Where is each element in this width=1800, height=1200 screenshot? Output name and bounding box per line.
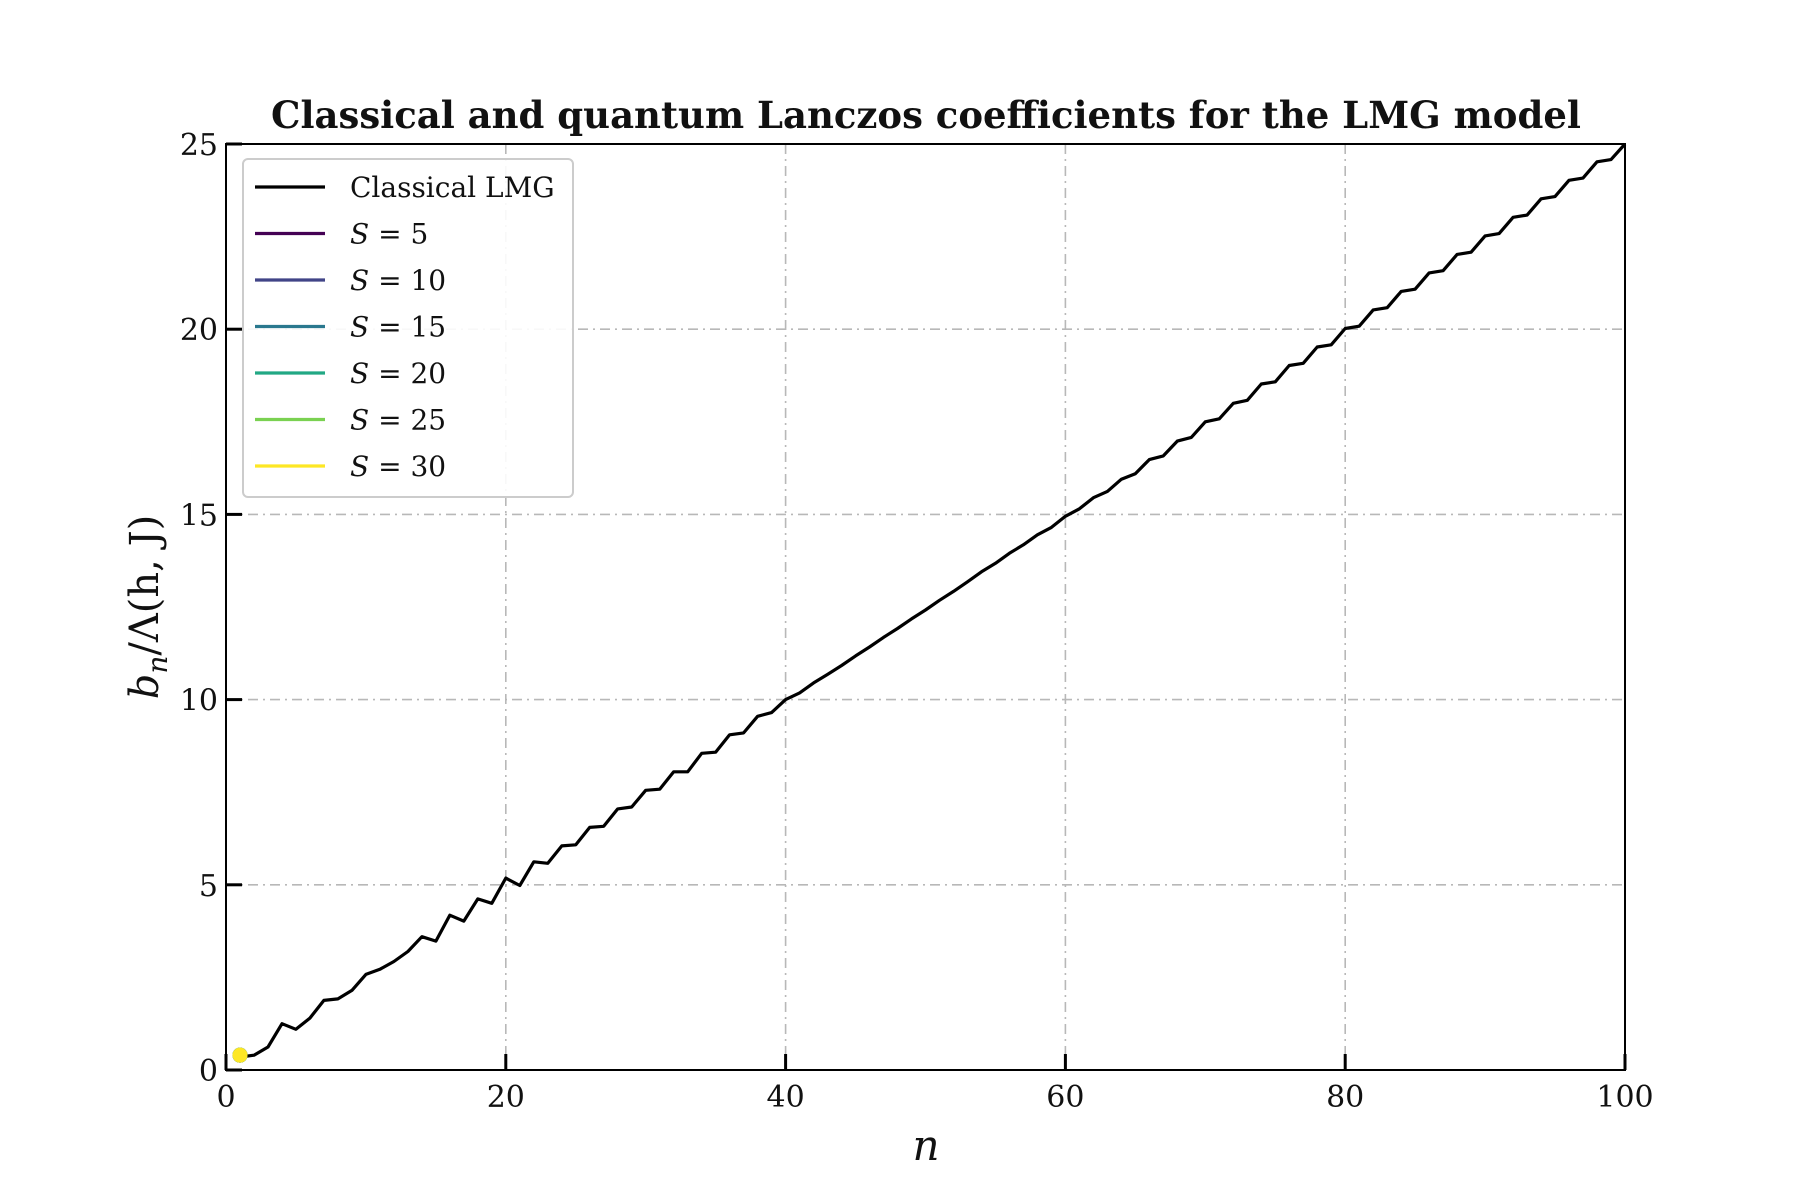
y-axis-label-group: bn/Λ(h, J) bbox=[122, 515, 174, 699]
y-axis-ticks: 0 5 10 15 20 25 bbox=[180, 128, 242, 1089]
legend-label-3: S = 15 bbox=[350, 311, 446, 344]
x-axis-label-group: n bbox=[912, 1121, 939, 1170]
legend-label-1: S = 5 bbox=[350, 218, 428, 251]
x-tick-label: 40 bbox=[767, 1080, 805, 1115]
series-line-0 bbox=[239, 142, 1627, 1059]
legend-items: Classical LMG S = 5 S = 10 S = 15 S = 20 S = … bbox=[255, 171, 555, 483]
y-axis-label: bn/Λ(h, J) bbox=[122, 515, 174, 699]
x-axis-label: n bbox=[912, 1121, 939, 1170]
y-tick-label: 5 bbox=[199, 869, 218, 904]
legend-label-6: S = 30 bbox=[350, 450, 446, 483]
legend-box bbox=[242, 158, 574, 498]
legend-label-0: Classical LMG bbox=[350, 171, 555, 204]
x-tick-label: 20 bbox=[487, 1080, 525, 1115]
chart-title: Classical and quantum Lanczos coefficien… bbox=[271, 93, 1581, 137]
x-tick-label: 0 bbox=[216, 1080, 235, 1115]
y-tick-label: 10 bbox=[180, 684, 218, 719]
data-series bbox=[232, 142, 1627, 1063]
x-tick-label: 80 bbox=[1326, 1080, 1364, 1115]
x-tick-label: 100 bbox=[1596, 1080, 1653, 1115]
x-tick-label: 60 bbox=[1046, 1080, 1084, 1115]
y-tick-label: 20 bbox=[180, 313, 218, 348]
y-tick-label: 25 bbox=[180, 128, 218, 163]
legend-label-2: S = 10 bbox=[350, 264, 446, 297]
legend-label-4: S = 20 bbox=[350, 357, 446, 390]
legend: Classical LMG S = 5 S = 10 S = 15 S = 20 S = … bbox=[242, 158, 574, 498]
y-tick-label: 0 bbox=[199, 1054, 218, 1089]
x-axis-ticks: 0 20 40 60 80 100 bbox=[216, 1054, 1654, 1115]
plot-area-frame bbox=[225, 143, 1626, 1071]
y-tick-label: 15 bbox=[180, 498, 218, 533]
legend-label-5: S = 25 bbox=[350, 404, 446, 437]
series-point-6 bbox=[232, 1047, 248, 1063]
